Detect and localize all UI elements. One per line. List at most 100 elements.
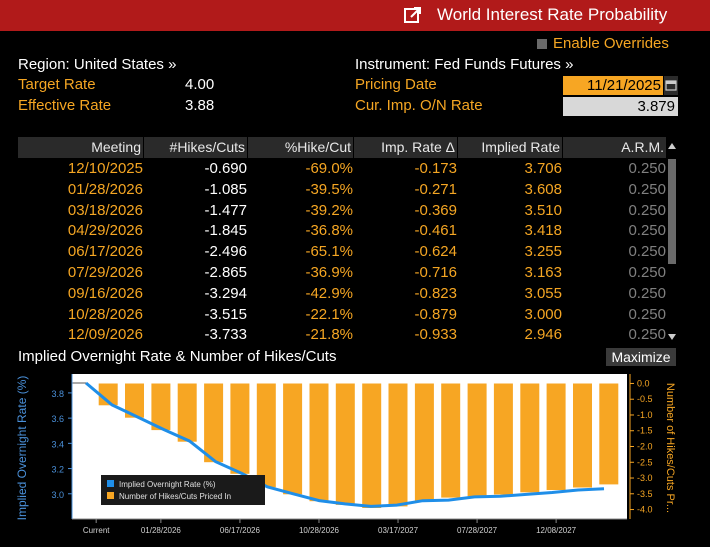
calendar-icon[interactable] (664, 76, 678, 95)
chart-legend (101, 475, 265, 505)
col-header-pct-hike-cut[interactable]: %Hike/Cut (284, 139, 351, 155)
hikes-cuts-bar (414, 383, 434, 502)
arm-value: 0.250 (628, 222, 666, 240)
arm-value: 0.250 (628, 305, 666, 323)
table-row[interactable]: 06/17/2026 -2.496 -65.1% -0.624 3.255 0.250 (18, 242, 666, 263)
hikes-cuts-value: -3.294 (204, 284, 247, 302)
table-row[interactable]: 03/18/2026 -1.477 -39.2% -0.369 3.510 0.250 (18, 201, 666, 222)
effective-rate-label: Effective Rate (18, 97, 112, 114)
table-row[interactable]: 12/09/2026 -3.733 -21.8% -0.933 2.946 0.250 (18, 325, 666, 346)
cur-imp-rate-label: Cur. Imp. O/N Rate (355, 97, 483, 114)
arm-value: 0.250 (628, 160, 666, 177)
left-tick-label: 3.6 (51, 414, 64, 424)
left-tick-label: 3.8 (51, 389, 64, 399)
x-tick-label: 12/08/2027 (536, 526, 577, 535)
hikes-cuts-bar (283, 383, 303, 495)
meetings-table: Meeting #Hikes/Cuts %Hike/Cut Imp. Rate … (18, 137, 678, 344)
implied-rate-value: 3.163 (524, 264, 562, 281)
meeting-date: 12/09/2026 (67, 326, 143, 344)
meeting-date: 04/29/2026 (67, 222, 143, 240)
enable-overrides-label[interactable]: Enable Overrides (553, 35, 669, 52)
left-tick-label: 3.2 (51, 465, 64, 475)
implied-rate-value: 3.255 (524, 243, 562, 261)
instrument-selector[interactable]: Instrument: Fed Funds Futures » (355, 56, 574, 73)
col-header-imp-rate-delta[interactable]: Imp. Rate Δ (381, 139, 455, 155)
hikes-cuts-bar (441, 383, 461, 498)
region-selector[interactable]: Region: United States » (18, 56, 177, 73)
legend-swatch-bars (107, 492, 114, 499)
implied-rate-value: 3.000 (524, 305, 562, 323)
hikes-cuts-value: -2.865 (204, 264, 247, 281)
arm-value: 0.250 (628, 264, 666, 281)
table-row[interactable]: 07/29/2026 -2.865 -36.9% -0.716 3.163 0.250 (18, 263, 666, 284)
arm-value: 0.250 (628, 243, 666, 261)
hikes-cuts-value: -1.845 (204, 222, 247, 240)
cur-imp-rate-field[interactable]: 3.879 (563, 97, 678, 116)
hikes-cuts-bar (546, 383, 566, 490)
left-tick-label: 3.0 (51, 490, 64, 500)
imp-rate-delta-value: -0.879 (414, 305, 457, 323)
arm-value: 0.250 (628, 326, 666, 344)
table-row[interactable]: 12/10/2025 -0.690 -69.0% -0.173 3.706 0.250 (18, 159, 666, 180)
implied-rate-value: 3.608 (524, 180, 562, 198)
target-rate-label: Target Rate (18, 76, 96, 93)
hikes-cuts-value: -2.496 (204, 243, 247, 261)
table-row[interactable]: 01/28/2026 -1.085 -39.5% -0.271 3.608 0.250 (18, 180, 666, 201)
x-tick-label: 07/28/2027 (457, 526, 498, 535)
implied-rate-value: 3.055 (524, 284, 562, 302)
col-header-implied-rate[interactable]: Implied Rate (481, 139, 560, 155)
x-tick-label: Current (83, 526, 110, 535)
enable-overrides-checkbox[interactable] (537, 39, 547, 49)
hikes-cuts-bar (467, 383, 487, 497)
table-row[interactable]: 10/28/2026 -3.515 -22.1% -0.879 3.000 0.250 (18, 305, 666, 326)
hikes-cuts-value: -3.515 (204, 305, 247, 323)
table-row[interactable]: 09/16/2026 -3.294 -42.9% -0.823 3.055 0.250 (18, 284, 666, 305)
scroll-up-icon[interactable] (668, 143, 676, 149)
hikes-cuts-bar (125, 383, 144, 418)
pct-hike-cut-value: -39.2% (305, 201, 353, 219)
pricing-date-input[interactable]: 11/21/2025 (563, 76, 663, 95)
col-header-hikes-cuts[interactable]: #Hikes/Cuts (169, 139, 245, 155)
right-tick-label: -0.5 (637, 394, 653, 404)
implied-rate-value: 3.510 (524, 201, 562, 219)
maximize-button[interactable]: Maximize (606, 348, 676, 366)
hikes-cuts-value: -0.690 (204, 160, 247, 177)
pct-hike-cut-value: -36.9% (305, 264, 353, 281)
pct-hike-cut-value: -39.5% (305, 180, 353, 198)
hikes-cuts-value: -1.477 (204, 201, 247, 219)
imp-rate-delta-value: -0.271 (414, 180, 457, 198)
arm-value: 0.250 (628, 284, 666, 302)
col-header-meeting[interactable]: Meeting (91, 139, 141, 155)
col-header-arm[interactable]: A.R.M. (621, 139, 664, 155)
meeting-date: 07/29/2026 (67, 264, 143, 281)
imp-rate-delta-value: -0.461 (414, 222, 457, 240)
export-icon[interactable] (404, 6, 422, 24)
imp-rate-delta-value: -0.716 (414, 264, 457, 281)
right-tick-label: -3.0 (637, 473, 653, 483)
chart-title: Implied Overnight Rate & Number of Hikes… (18, 348, 337, 365)
table-row[interactable]: 04/29/2026 -1.845 -36.8% -0.461 3.418 0.250 (18, 221, 666, 242)
hikes-cuts-bar (230, 383, 250, 474)
hikes-cuts-bar (256, 383, 276, 488)
left-tick-label: 3.4 (51, 439, 64, 449)
x-tick-label: 06/17/2026 (220, 526, 261, 535)
right-axis-label: Number of Hikes/Cuts Pr... (664, 383, 676, 513)
scroll-down-icon[interactable] (668, 334, 676, 340)
arm-value: 0.250 (628, 201, 666, 219)
meeting-date: 10/28/2026 (67, 305, 143, 323)
table-scroll-thumb[interactable] (668, 159, 676, 264)
table-header: Meeting #Hikes/Cuts %Hike/Cut Imp. Rate … (18, 137, 678, 158)
imp-rate-delta-value: -0.624 (414, 243, 457, 261)
hikes-cuts-bar (573, 383, 592, 488)
legend-label-line: Implied Overnight Rate (%) (119, 480, 216, 489)
rate-chart: 3.8 3.6 3.4 3.2 3.0 Implied Overnight Rate (%… (15, 374, 676, 535)
hikes-cuts-bar (309, 383, 329, 502)
pct-hike-cut-value: -42.9% (305, 284, 353, 302)
hikes-cuts-bar (98, 383, 118, 406)
right-tick-label: -1.5 (637, 426, 653, 436)
right-tick-label: -1.0 (637, 410, 653, 420)
right-tick-label: -2.0 (637, 442, 653, 452)
hikes-cuts-bar (493, 383, 513, 495)
hikes-cuts-bar (335, 383, 355, 505)
meeting-date: 12/10/2025 (67, 160, 143, 177)
